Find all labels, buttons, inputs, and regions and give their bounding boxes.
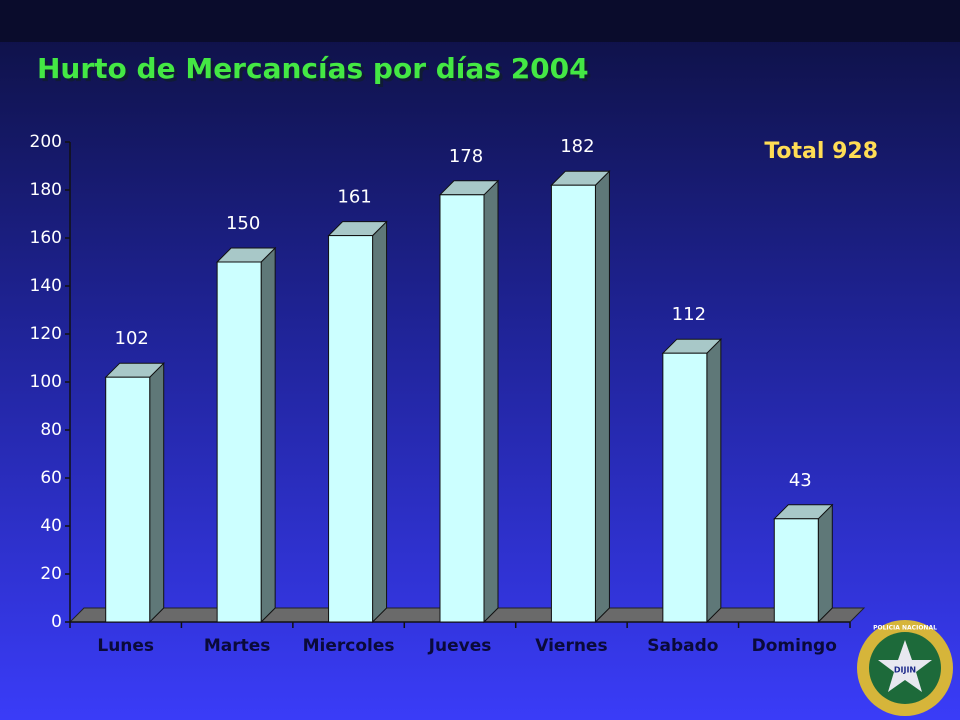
bar — [773, 518, 819, 623]
x-tick-label: Sabado — [647, 636, 718, 656]
y-tick-label: 200 — [30, 132, 62, 152]
bar-side — [149, 361, 165, 624]
y-tick-label: 40 — [40, 516, 62, 536]
bar-side — [706, 337, 722, 624]
bar-side — [372, 220, 388, 624]
value-label: 161 — [337, 187, 371, 208]
y-tick-label: 0 — [51, 612, 62, 632]
logo-star — [878, 640, 932, 692]
bar — [105, 376, 151, 623]
y-tick-label: 160 — [30, 228, 62, 248]
y-tick-label: 140 — [30, 276, 62, 296]
top-strip — [0, 0, 960, 42]
bar — [662, 352, 708, 623]
chart-title-shadow: Hurto de Mercancías por días 2004 — [40, 55, 592, 88]
value-label: 182 — [560, 136, 594, 157]
logo-center: DIJIN — [894, 666, 916, 675]
y-tick-label: 120 — [30, 324, 62, 344]
y-tick-label: 80 — [40, 420, 62, 440]
bar-side — [594, 169, 610, 624]
bar — [550, 184, 596, 623]
x-tick-label: Viernes — [535, 636, 607, 656]
y-tick-label: 180 — [30, 180, 62, 200]
value-label: 43 — [789, 470, 812, 491]
y-tick-label: 60 — [40, 468, 62, 488]
x-tick-label: Lunes — [97, 636, 154, 656]
y-tick-label: 100 — [30, 372, 62, 392]
annotation: Total 928 — [764, 139, 878, 164]
x-tick-label: Domingo — [752, 636, 837, 656]
bar — [439, 194, 485, 623]
bar-side — [817, 503, 833, 624]
value-label: 102 — [115, 328, 149, 349]
value-label: 112 — [672, 304, 706, 325]
x-tick-label: Jueves — [428, 636, 492, 656]
bar — [216, 261, 262, 623]
value-label: 150 — [226, 213, 260, 234]
x-tick-label: Martes — [204, 636, 271, 656]
logo: DIJIN POLICIA NACIONAL — [857, 620, 953, 716]
value-label: 178 — [449, 146, 483, 167]
y-tick-label: 20 — [40, 564, 62, 584]
logo-ring-text: POLICIA NACIONAL — [873, 625, 937, 632]
x-tick-label: Miercoles — [303, 636, 395, 656]
bar — [328, 235, 374, 623]
bar-side — [483, 179, 499, 624]
bar-side — [260, 246, 276, 624]
chart-title: Hurto de Mercancías por días 2004 — [37, 52, 589, 85]
